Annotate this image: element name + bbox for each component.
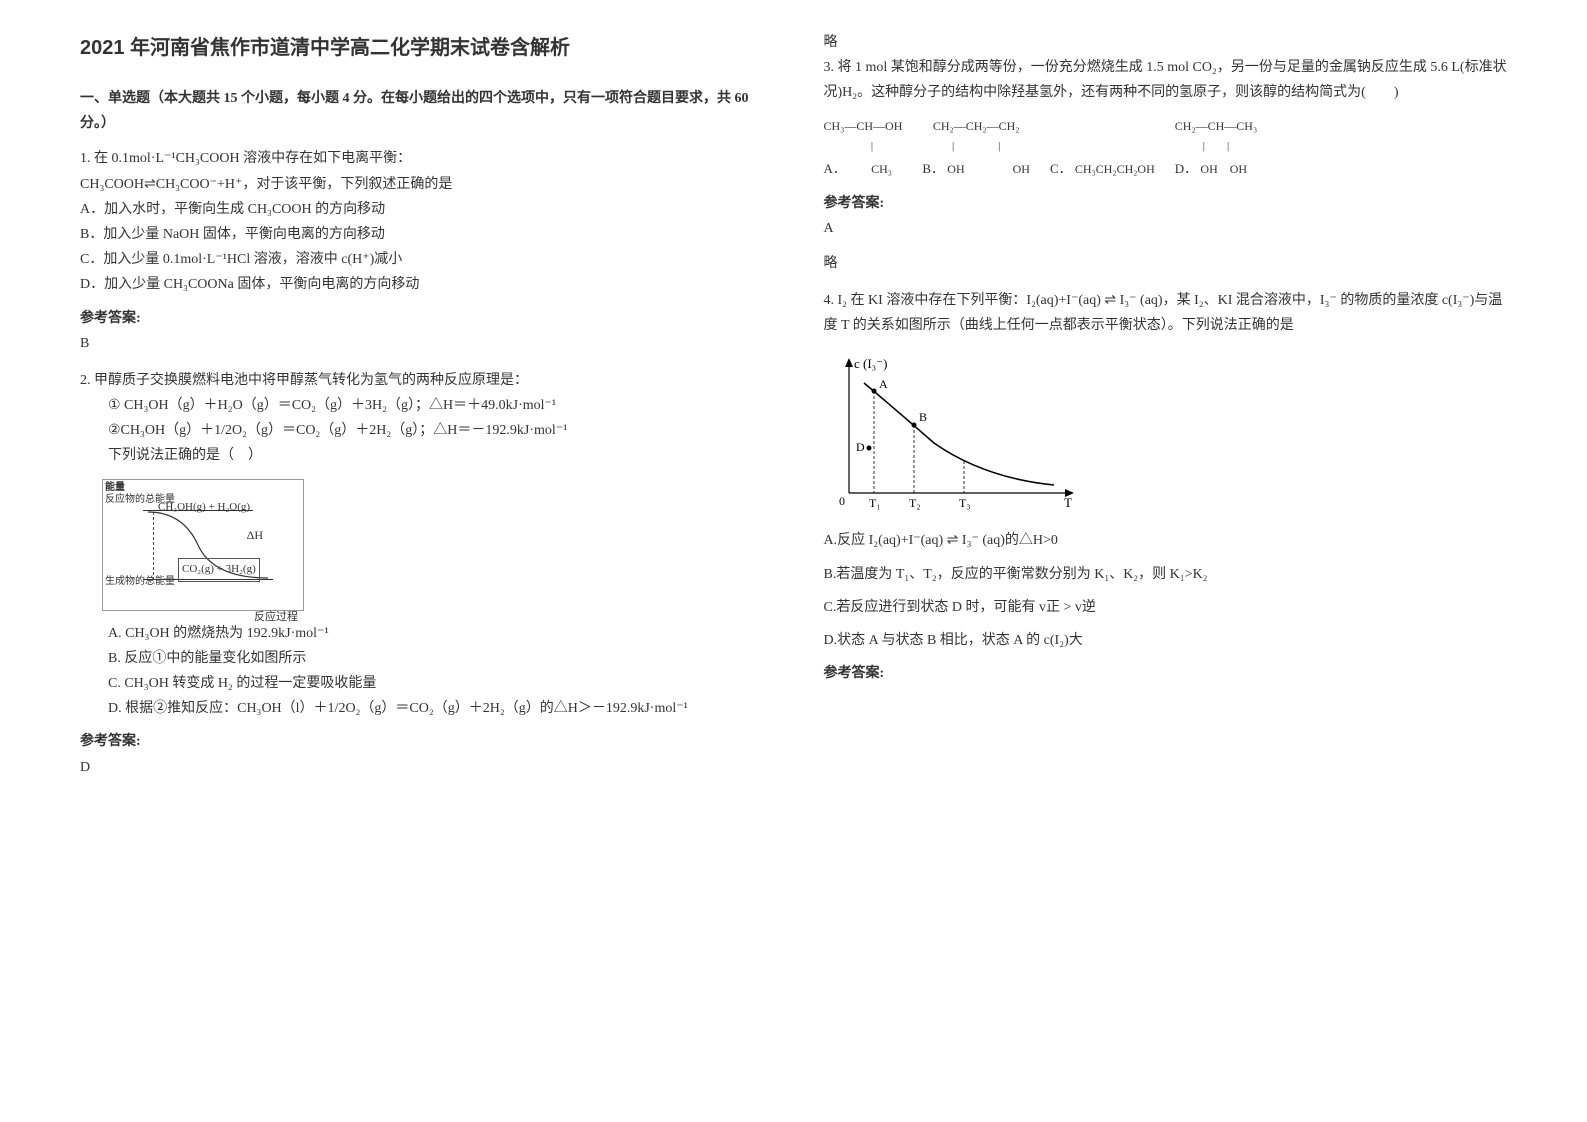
question-2: 2. 甲醇质子交换膜燃料电池中将甲醇蒸气转化为氢气的两种反应原理是： ① CH₃… [80,368,764,780]
q3-ans: A [824,216,1508,241]
q4-optC: C.若反应进行到状态 D 时，可能有 v正 > v逆 [824,595,1508,620]
q2-stem2: 下列说法正确的是（ ） [80,443,764,468]
page-container: 2021 年河南省焦作市道清中学高二化学期末试卷含解析 一、单选题（本大题共 1… [80,30,1507,792]
q1-optA: A．加入水时，平衡向生成 CH₃COOH 的方向移动 [80,197,764,222]
chart-xaxis: 反应过程 [254,608,298,628]
q3-optA: CH₃—CH—OH | A． CH₃ [824,116,903,181]
q1-optC: C．加入少量 0.1mol·L⁻¹HCl 溶液，溶液中 c(H⁺)减小 [80,247,764,272]
q2-stem1: 2. 甲醇质子交换膜燃料电池中将甲醇蒸气转化为氢气的两种反应原理是： [80,368,764,393]
svg-text:T₃: T₃ [959,496,971,510]
q4-chart-svg: A B D c (I₃⁻) 0 T₁ T₂ [824,353,1084,513]
q2-optD: D. 根据②推知反应：CH₃OH（l）＋1/2O₂（g）＝CO₂（g）＋2H₂（… [80,696,764,721]
svg-text:A: A [879,377,888,391]
q2-optB: B. 反应①中的能量变化如图所示 [80,646,764,671]
chart-bottom-label: CO₂(g) + 3H₂(g) [178,558,260,582]
q4-optD: D.状态 A 与状态 B 相比，状态 A 的 c(I₂)大 [824,628,1508,653]
col2-brief1: 略 [824,30,1508,55]
q2-ans: D [80,755,764,780]
q3-A-top: CH₃—CH—OH [824,116,903,138]
q1-ans: B [80,331,764,356]
svg-text:T₂: T₂ [909,496,921,510]
chart-dh: ΔH [247,525,263,547]
q4-chart-ylabel: c (I₃⁻) [854,356,887,371]
q3-brief: 略 [824,251,1508,276]
q2-eq1: ① CH₃OH（g）＋H₂O（g）＝CO₂（g）＋3H₂（g）；△H＝＋49.0… [80,393,764,418]
q4-optA: A.反应 I₂(aq)+I⁻(aq) ⇌ I₃⁻ (aq)的△H>0 [824,528,1508,553]
q2-optA: A. CH₃OH 的燃烧热为 192.9kJ·mol⁻¹ [80,621,764,646]
q3-A-bot: CH₃ [871,162,892,176]
q3-B-bot: OH OH [947,162,1030,176]
energy-diagram: 能量 反应物的总能量 生成物的总能量 CH₃OH(g) + H₂O(g) ΔH … [102,479,304,611]
page-title: 2021 年河南省焦作市道清中学高二化学期末试卷含解析 [80,30,764,66]
question-3: 3. 将 1 mol 某饱和醇分成两等份，一份充分燃烧生成 1.5 mol CO… [824,55,1508,276]
q3-D-bot: OH OH [1200,162,1247,176]
left-column: 2021 年河南省焦作市道清中学高二化学期末试卷含解析 一、单选题（本大题共 1… [80,30,764,792]
q2-optC: C. CH₃OH 转变成 H₂ 的过程一定要吸收能量 [80,671,764,696]
q3-optC: C． CH₃CH₂CH₂OH [1050,157,1155,181]
q3-stem: 3. 将 1 mol 某饱和醇分成两等份，一份充分燃烧生成 1.5 mol CO… [824,55,1508,105]
q2-eq2: ②CH₃OH（g）＋1/2O₂（g）＝CO₂（g）＋2H₂（g）；△H＝－192… [80,418,764,443]
q3-optB: CH₂—CH₂—CH₂ | | B． OH OH [922,116,1030,181]
q4-ans-label: 参考答案: [824,661,1508,686]
svg-text:T₁: T₁ [869,496,881,510]
q1-optD: D．加入少量 CH₃COONa 固体，平衡向电离的方向移动 [80,272,764,297]
q3-ans-label: 参考答案: [824,191,1508,216]
q2-ans-label: 参考答案: [80,729,764,754]
q1-stem1: 1. 在 0.1mol·L⁻¹CH₃COOH 溶液中存在如下电离平衡： [80,146,764,171]
q3-D-prefix: D． [1175,161,1197,176]
q3-C-prefix: C． [1050,161,1072,176]
chart-yaxis: 能量 [105,482,175,494]
svg-text:0: 0 [839,494,845,508]
question-1: 1. 在 0.1mol·L⁻¹CH₃COOH 溶液中存在如下电离平衡： CH₃C… [80,146,764,356]
svg-text:D: D [856,440,865,454]
q3-B-prefix: B． [922,161,944,176]
q1-optB: B．加入少量 NaOH 固体，平衡向电离的方向移动 [80,222,764,247]
svg-text:T: T [1064,495,1072,510]
q3-A-prefix: A． [824,161,846,176]
q4-chart: A B D c (I₃⁻) 0 T₁ T₂ [824,353,1084,513]
svg-text:B: B [919,410,927,424]
question-4: 4. I₂ 在 KI 溶液中存在下列平衡：I₂(aq)+I⁻(aq) ⇌ I₃⁻… [824,288,1508,686]
q3-D-top: CH₂—CH—CH₃ [1175,116,1257,138]
q3-B-top: CH₂—CH₂—CH₂ [922,116,1030,138]
q4-optB: B.若温度为 T₁、T₂，反应的平衡常数分别为 K₁、K₂，则 K₁>K₂ [824,562,1508,587]
q4-stem: 4. I₂ 在 KI 溶液中存在下列平衡：I₂(aq)+I⁻(aq) ⇌ I₃⁻… [824,288,1508,338]
q3-C-text: CH₃CH₂CH₂OH [1075,162,1155,176]
section-header: 一、单选题（本大题共 15 个小题，每小题 4 分。在每小题给出的四个选项中，只… [80,86,764,136]
right-column: 略 3. 将 1 mol 某饱和醇分成两等份，一份充分燃烧生成 1.5 mol … [824,30,1508,792]
q1-stem2: CH₃COOH⇌CH₃COO⁻+H⁺，对于该平衡，下列叙述正确的是 [80,172,764,197]
q1-ans-label: 参考答案: [80,306,764,331]
q3-optD: CH₂—CH—CH₃ | | D． OH OH [1175,116,1257,181]
q3-options-row: CH₃—CH—OH | A． CH₃ CH₂—CH₂—CH₂ | | B． OH… [824,116,1508,181]
